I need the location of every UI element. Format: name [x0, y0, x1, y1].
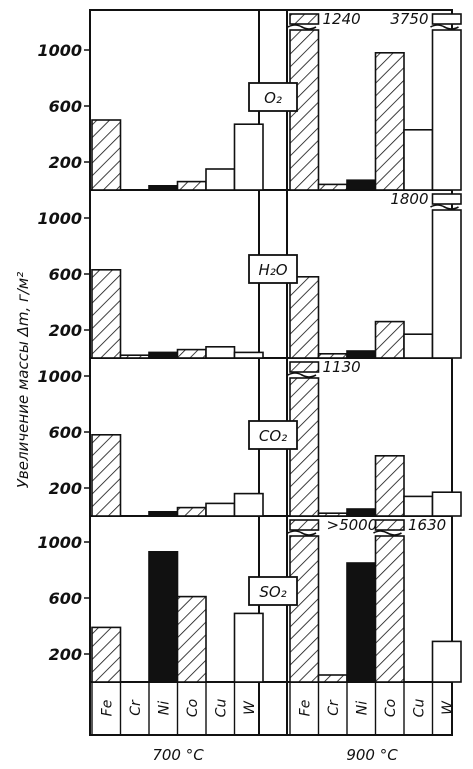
bar-3-1-Fe [289, 535, 320, 683]
gas-label-box [248, 420, 298, 450]
bar-break-cap-0-1-Fe [289, 13, 320, 25]
bar-3-1-Ni [346, 562, 377, 683]
bar-0-0-W [233, 123, 264, 191]
y-tick-label: 600 [49, 97, 82, 116]
gas-label: CO₂ [259, 427, 287, 445]
y-tick-label: 200 [49, 321, 82, 340]
broken-bar-value: >5000 [327, 516, 378, 534]
bar-0-1-Cu [403, 129, 434, 191]
bar-1-1-Ni [346, 350, 377, 359]
bar-1-0-Fe [91, 268, 122, 359]
bar-break-mark [287, 24, 317, 30]
gas-label: O₂ [264, 89, 282, 107]
x-tick-label: Fe [99, 700, 115, 717]
bar-break-mark [430, 24, 459, 30]
x-tick-label: Cu [213, 699, 229, 718]
y-tick-label: 1000 [37, 367, 82, 386]
gas-label-box [248, 82, 298, 112]
broken-bar-value: 1800 [390, 190, 428, 208]
bar-2-1-Cu [403, 495, 434, 517]
y-tick-label: 1000 [37, 41, 82, 60]
bar-2-0-Co [176, 506, 207, 517]
x-tick-label: Co [185, 699, 201, 717]
bar-3-1-Cr [317, 674, 348, 683]
bar-0-1-Co [374, 51, 405, 191]
broken-bar-value: 3750 [390, 10, 428, 28]
broken-bar-value: 1630 [408, 516, 446, 534]
bar-0-0-Cu [205, 168, 236, 191]
x-tick-label: Ni [156, 701, 172, 715]
x-tick-label: Cr [326, 699, 342, 716]
bar-3-0-Co [176, 595, 207, 683]
bar-2-0-W [233, 492, 264, 517]
x-tick-label: Ni [354, 701, 370, 715]
bar-0-0-Fe [91, 119, 122, 191]
bar-break-mark [287, 530, 317, 536]
y-tick-label: 200 [49, 645, 82, 664]
bar-2-1-W [431, 491, 462, 517]
chart-layer: 200 600 1000 200 600 1000 200 600 1000 200 600 1000… [14, 9, 462, 764]
bar-3-0-Ni [148, 550, 179, 683]
bar-0-1-Cr [317, 183, 348, 191]
bar-break-cap-1-1-W [431, 193, 462, 205]
y-tick-label: 600 [49, 423, 82, 442]
y-tick-label: 600 [49, 265, 82, 284]
bar-2-0-Cu [205, 502, 236, 517]
bar-1-0-Cu [205, 345, 236, 359]
bar-0-1-Ni [346, 179, 377, 191]
y-tick-label: 1000 [37, 209, 82, 228]
bar-break-cap-0-1-W [431, 13, 462, 25]
y-tick-label: 200 [49, 479, 82, 498]
gas-label-box [248, 254, 298, 284]
broken-bar-value: 1240 [323, 10, 361, 28]
group-label: 900 °C [346, 746, 398, 764]
bar-break-cap-3-1-Fe [289, 519, 320, 531]
bar-1-0-Co [176, 348, 207, 359]
x-tick-label: W [440, 700, 456, 715]
x-tick-label: Co [383, 699, 399, 717]
bar-3-1-Co [374, 535, 405, 683]
gas-label-box [248, 576, 298, 606]
bar-1-1-W [431, 209, 462, 359]
bar-3-0-Fe [91, 626, 122, 683]
bar-0-0-Co [176, 180, 207, 191]
bar-3-1-W [431, 640, 462, 683]
y-axis-label: Увеличение массы Δm, г/м² [14, 272, 32, 488]
group-label: 700 °C [152, 746, 204, 764]
bar-2-0-Ni [148, 510, 179, 517]
bar-3-0-W [233, 612, 264, 683]
y-tick-label: 1000 [37, 533, 82, 552]
bar-0-0-Ni [148, 185, 179, 191]
x-tick-label: W [242, 700, 258, 715]
bar-1-1-Co [374, 320, 405, 359]
bar-2-1-Ni [346, 508, 377, 517]
y-tick-label: 600 [49, 589, 82, 608]
bar-1-1-Cu [403, 333, 434, 359]
bar-1-0-Cr [119, 354, 150, 359]
x-tick-label: Fe [297, 700, 313, 717]
broken-bar-value: 1130 [323, 358, 361, 376]
y-tick-label: 200 [49, 153, 82, 172]
bar-1-0-Ni [148, 351, 179, 359]
bar-0-1-W [431, 29, 462, 191]
x-tick-label: Cr [128, 699, 144, 716]
bar-2-1-Co [374, 454, 405, 517]
gas-label: H₂O [258, 261, 287, 279]
bar-break-cap-3-1-Co [374, 519, 405, 531]
bar-1-1-Fe [289, 275, 320, 359]
bar-break-mark [287, 372, 317, 378]
x-tick-label: Cu [411, 699, 427, 718]
bar-break-mark [373, 530, 402, 536]
bar-2-0-Fe [91, 433, 122, 517]
bar-break-mark [430, 204, 459, 210]
bar-1-0-W [233, 351, 264, 359]
bar-break-cap-2-1-Fe [289, 361, 320, 373]
gas-label: SO₂ [259, 583, 286, 601]
